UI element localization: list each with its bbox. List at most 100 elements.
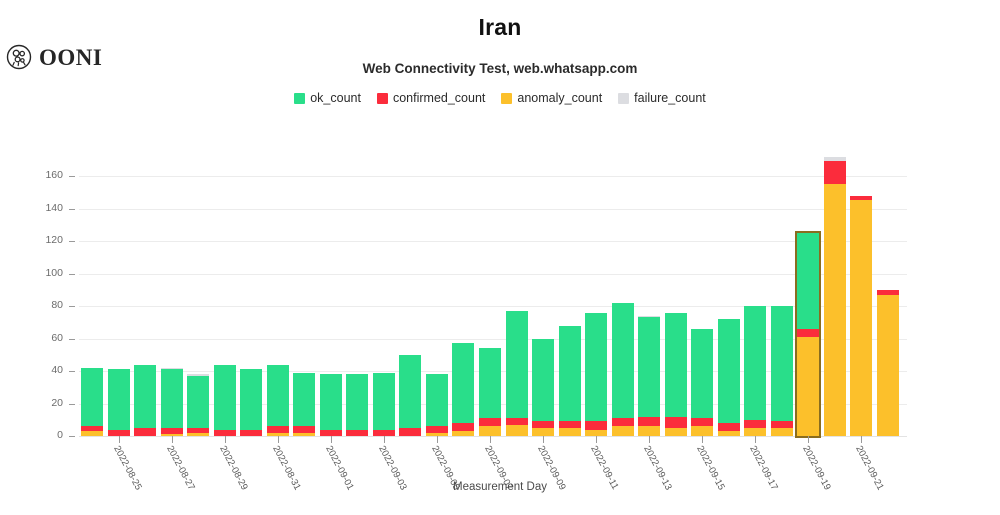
y-axis-tick-mark (69, 176, 75, 177)
bar-segment-ok-count (718, 319, 740, 423)
bar-segment-anomaly-count (665, 427, 687, 436)
bar-2022-09-22[interactable] (850, 195, 872, 436)
bar-segment-ok-count (399, 354, 421, 428)
y-axis-tick-mark (69, 436, 75, 437)
bar-segment-confirmed-count (771, 421, 793, 428)
bar-2022-09-11[interactable] (559, 325, 581, 436)
bar-2022-09-16[interactable] (691, 328, 713, 436)
bar-segment-confirmed-count (81, 426, 103, 432)
bar-segment-confirmed-count (585, 421, 607, 430)
legend-label: anomaly_count (517, 91, 603, 105)
bar-segment-anomaly-count (638, 426, 660, 436)
bar-segment-anomaly-count (612, 426, 634, 436)
legend-swatch-anomaly-count-icon (501, 92, 513, 104)
bar-segment-ok-count (267, 364, 289, 427)
bar-segment-anomaly-count (797, 336, 819, 436)
bar-segment-ok-count (373, 372, 395, 430)
ooni-wordmark: OONI (39, 44, 103, 70)
bar-segment-confirmed-count (267, 426, 289, 433)
bar-2022-09-23[interactable] (877, 289, 899, 436)
bar-2022-08-25[interactable] (108, 369, 130, 436)
bar-2022-08-31[interactable] (267, 364, 289, 436)
bar-segment-anomaly-count (850, 200, 872, 436)
bar-2022-08-27[interactable] (161, 367, 183, 436)
bar-2022-08-26[interactable] (134, 364, 156, 436)
bar-2022-09-19[interactable] (771, 306, 793, 436)
bar-segment-anomaly-count (81, 431, 103, 436)
bar-segment-ok-count (187, 375, 209, 428)
bar-2022-09-05[interactable] (399, 354, 421, 436)
bar-segment-anomaly-count (824, 184, 846, 436)
x-axis-tick-mark (861, 436, 862, 443)
bar-2022-08-30[interactable] (240, 369, 262, 436)
legend-item-confirmed-count[interactable]: confirmed_count (376, 91, 486, 105)
bar-2022-09-18[interactable] (744, 306, 766, 436)
gridline (79, 273, 907, 275)
bar-segment-ok-count (293, 372, 315, 427)
bar-segment-anomaly-count (506, 424, 528, 436)
legend-item-failure-count[interactable]: failure_count (618, 91, 706, 105)
x-axis-tick-mark (702, 436, 703, 443)
legend-label: failure_count (634, 91, 706, 105)
y-axis-tick-mark (69, 208, 75, 210)
bar-segment-confirmed-count (346, 429, 368, 436)
bar-2022-09-21[interactable] (824, 156, 846, 436)
y-axis-tick-mark (69, 403, 75, 405)
bar-segment-confirmed-count (373, 429, 395, 436)
legend-label: ok_count (310, 91, 361, 105)
bar-2022-09-10[interactable] (532, 338, 554, 436)
bar-segment-ok-count (585, 312, 607, 422)
bar-2022-09-17[interactable] (718, 319, 740, 436)
bar-segment-anomaly-count (718, 431, 740, 436)
bar-2022-09-07[interactable] (452, 343, 474, 436)
bar-2022-09-01[interactable] (293, 372, 315, 436)
bar-segment-anomaly-count (161, 434, 183, 436)
x-axis-tick-mark (649, 436, 650, 443)
bar-2022-09-20[interactable] (795, 230, 821, 439)
legend-item-ok-count[interactable]: ok_count (294, 91, 361, 105)
legend-item-anomaly-count[interactable]: anomaly_count (501, 91, 602, 105)
legend-label: confirmed_count (392, 91, 486, 105)
gridline (79, 306, 907, 307)
bar-segment-anomaly-count (452, 431, 474, 436)
bar-segment-ok-count (452, 343, 474, 423)
bar-segment-ok-count (691, 328, 713, 419)
y-axis-tick-label: 120 (45, 234, 63, 246)
bar-segment-failure-count (638, 315, 660, 318)
bar-segment-confirmed-count (718, 423, 740, 432)
gridline (79, 176, 907, 177)
bar-2022-09-06[interactable] (426, 374, 448, 436)
bar-segment-confirmed-count (187, 427, 209, 433)
bar-segment-confirmed-count (665, 416, 687, 428)
bar-2022-08-28[interactable] (187, 374, 209, 436)
bar-2022-08-29[interactable] (214, 364, 236, 436)
bar-2022-09-09[interactable] (506, 310, 528, 436)
bar-2022-08-24[interactable] (81, 367, 103, 436)
x-axis-tick-mark (278, 436, 279, 443)
ooni-circle-icon (6, 44, 32, 70)
bar-2022-09-02[interactable] (320, 374, 342, 436)
bar-2022-09-03[interactable] (346, 374, 368, 436)
bar-2022-09-08[interactable] (479, 348, 501, 436)
x-axis-tick-mark (172, 436, 173, 443)
bar-2022-09-14[interactable] (638, 315, 660, 436)
bar-2022-09-13[interactable] (612, 302, 634, 436)
x-axis-tick-mark (384, 436, 385, 443)
bar-segment-anomaly-count (691, 426, 713, 436)
y-axis-tick-mark (69, 273, 75, 275)
x-axis-tick-mark (543, 436, 544, 443)
x-axis-tick-mark (490, 436, 491, 443)
bar-segment-ok-count (665, 312, 687, 417)
x-axis-tick-mark (808, 436, 809, 443)
chart-subtitle: Web Connectivity Test, web.whatsapp.com (362, 61, 638, 76)
chart-legend: ok_count confirmed_count anomaly_count fail… (0, 91, 1000, 105)
bar-2022-09-12[interactable] (585, 312, 607, 436)
bar-segment-confirmed-count (214, 429, 236, 436)
bar-segment-confirmed-count (399, 427, 421, 436)
y-axis-tick-mark (69, 306, 75, 307)
bar-2022-09-15[interactable] (665, 312, 687, 436)
x-axis-tick-mark (596, 436, 597, 443)
gridline (79, 208, 907, 210)
bar-2022-09-04[interactable] (373, 372, 395, 436)
bar-segment-confirmed-count (108, 429, 130, 436)
